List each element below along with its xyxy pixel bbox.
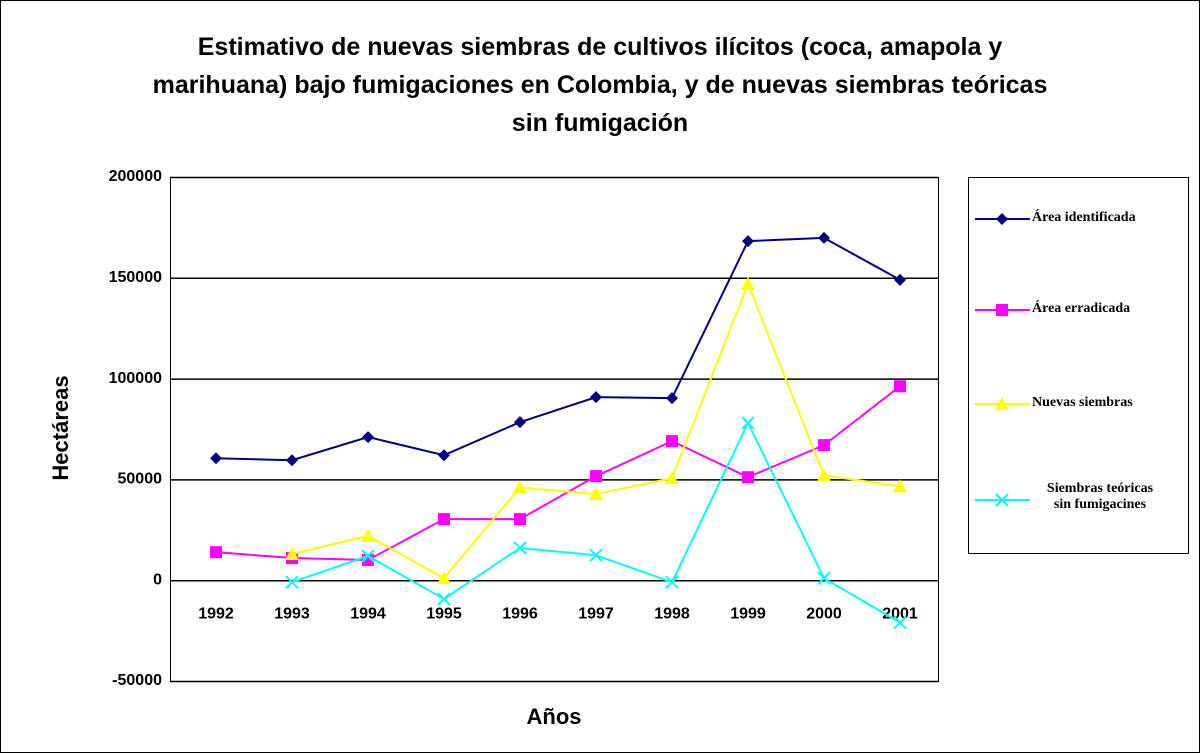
marker [818,439,830,452]
marker [666,435,678,448]
series-line [215,236,901,462]
x-tick-label: 1997 [578,605,614,622]
marker [817,468,831,482]
marker [513,541,527,555]
marker [361,528,375,542]
legend-box [968,177,1189,554]
y-tick-label: 100000 [109,370,162,387]
plot-area [170,177,939,682]
y-axis-label: Hectáreas [48,375,73,480]
marker [996,213,1008,225]
marker [438,449,450,462]
marker [893,479,907,493]
marker [818,231,830,244]
series-line [215,385,901,562]
x-tick-label: 1998 [654,605,690,622]
x-tick-label: 2000 [806,605,842,622]
y-tick-label: 50000 [118,471,163,488]
marker [741,276,755,290]
marker [589,548,603,562]
marker [590,470,602,483]
marker [995,397,1009,410]
legend-label: Nuevas siembras [1032,395,1133,410]
marker [742,235,754,248]
marker [286,454,298,467]
x-tick-label: 1995 [426,605,462,622]
marker [996,304,1008,316]
legend-label: Área identificada [1032,210,1136,225]
marker [741,416,755,430]
marker [437,571,451,585]
marker [285,546,299,560]
x-tick-label: 2001 [882,605,918,622]
marker [361,549,375,563]
x-axis-label: Años [527,704,582,729]
y-tick-label: -50000 [112,672,162,689]
x-tick-label: 1993 [274,605,310,622]
marker [817,571,831,585]
marker [894,380,906,393]
marker [514,513,526,526]
x-tick-label: 1994 [350,605,386,622]
legend-label: Siembras teóricas sin fumigacines [1046,481,1154,512]
marker [666,392,678,405]
marker [742,471,754,484]
legend-label: Área erradicada [1032,301,1131,316]
marker [893,615,907,630]
marker [513,480,527,494]
marker [590,391,602,404]
marker [210,452,222,465]
y-tick-label: 200000 [109,168,162,185]
marker [589,487,603,501]
marker [437,592,451,606]
chart-title: Estimativo de nuevas siembras de cultivo… [152,33,1048,137]
marker [665,471,679,485]
x-tick-label: 1999 [730,605,766,622]
x-tick-label: 1996 [502,605,538,622]
marker [285,575,299,589]
marker [514,416,526,429]
marker [210,546,222,559]
x-tick-label: 1992 [198,605,234,622]
y-tick-label: 0 [153,571,162,588]
y-tick-label: 150000 [109,269,162,286]
marker [995,493,1009,507]
marker [894,273,906,286]
marker [438,513,450,526]
marker [665,575,679,589]
marker [362,431,374,444]
